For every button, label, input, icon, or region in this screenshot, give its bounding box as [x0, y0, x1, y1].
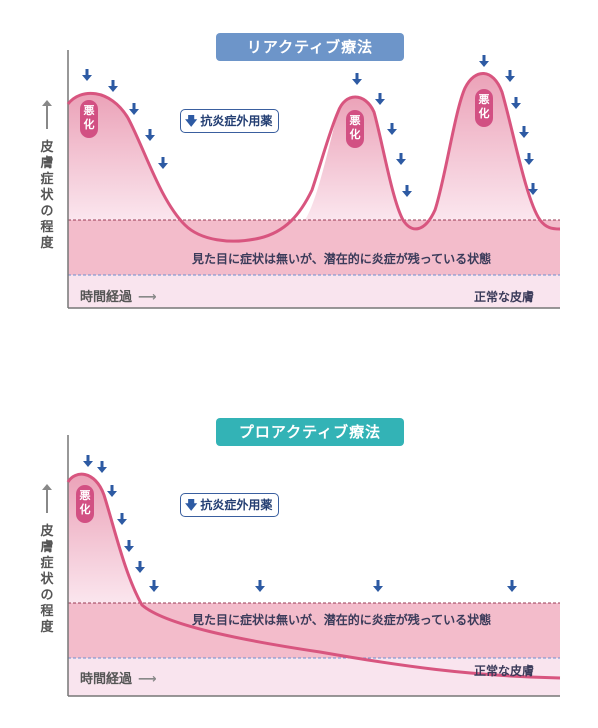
- flare-area: [305, 97, 403, 220]
- medication-legend: 🡇 抗炎症外用薬: [180, 493, 280, 517]
- down-arrow-icon: [396, 153, 406, 165]
- normal-skin-label: 正常な皮膚: [474, 290, 535, 304]
- normal-skin-label: 正常な皮膚: [474, 664, 535, 678]
- up-arrow-icon: [42, 100, 52, 134]
- symptom-curve: [66, 72, 561, 243]
- normal-skin-zone: [68, 275, 560, 308]
- time-axis-label: 時間経過 ⟶: [80, 672, 157, 687]
- proactive-title: プロアクティブ療法: [216, 418, 404, 446]
- latent-inflammation-label: 見た目に症状は無いが、潜在的に炎症が残っている状態: [192, 613, 492, 627]
- y-axis-label: 皮膚症状の程度: [40, 140, 54, 251]
- down-arrow-icon: [519, 126, 529, 138]
- down-arrow-icon: [511, 97, 521, 109]
- legend-label: 抗炎症外用薬: [200, 114, 273, 128]
- down-arrow-icon: [158, 157, 168, 169]
- latent-inflammation-label: 見た目に症状は無いが、潜在的に炎症が残っている状態: [192, 252, 492, 266]
- right-arrow-icon: ⟶: [138, 672, 157, 687]
- down-arrow-icon: [352, 73, 362, 85]
- time-axis-label: 時間経過 ⟶: [80, 290, 157, 305]
- down-arrow-icon: [97, 461, 107, 473]
- down-arrow-icon: [507, 580, 517, 592]
- down-arrow-icon: [373, 580, 383, 592]
- down-arrow-icon: [375, 93, 385, 105]
- flare-badge: 悪化: [346, 110, 364, 148]
- down-arrow-icon: [505, 70, 515, 82]
- flare-area: [430, 73, 540, 220]
- down-arrow-icon: [135, 561, 145, 573]
- right-arrow-icon: ⟶: [138, 290, 157, 305]
- down-arrow-icon: [149, 580, 159, 592]
- latent-inflammation-band: [68, 220, 560, 275]
- y-axis-label: 皮膚症状の程度: [40, 524, 54, 635]
- down-arrow-icon: 🡇: [185, 114, 198, 128]
- flare-badge: 悪化: [80, 100, 98, 138]
- reactive-chart: [66, 50, 561, 309]
- reactive-title: リアクティブ療法: [216, 33, 404, 61]
- flare-badge: 悪化: [475, 89, 493, 127]
- up-arrow-icon: [42, 484, 52, 518]
- down-arrow-icon: [82, 69, 92, 81]
- down-arrow-icon: [107, 485, 117, 497]
- reactive-therapy-panel: リアクティブ療法 皮膚症状の程度 🡇 抗炎症外用薬 悪化 悪化 悪化 見た目に症状…: [0, 0, 598, 340]
- down-arrow-icon: [124, 540, 134, 552]
- down-arrow-icon: [479, 55, 489, 67]
- down-arrow-icon: [524, 153, 534, 165]
- legend-label: 抗炎症外用薬: [200, 498, 273, 512]
- symptom-curve: [66, 472, 561, 680]
- down-arrow-icon: [145, 129, 155, 141]
- medication-arrows: [82, 55, 538, 197]
- down-arrow-icon: 🡇: [185, 498, 198, 512]
- medication-arrows: [83, 455, 517, 592]
- down-arrow-icon: [108, 80, 118, 92]
- normal-skin-zone: [68, 658, 560, 696]
- flare-badge: 悪化: [76, 485, 94, 523]
- down-arrow-icon: [83, 455, 93, 467]
- down-arrow-icon: [117, 513, 127, 525]
- down-arrow-icon: [528, 183, 538, 195]
- down-arrow-icon: [387, 123, 397, 135]
- medication-legend: 🡇 抗炎症外用薬: [180, 109, 280, 133]
- down-arrow-icon: [129, 103, 139, 115]
- proactive-chart: [66, 435, 561, 697]
- down-arrow-icon: [255, 580, 265, 592]
- down-arrow-icon: [402, 185, 412, 197]
- proactive-therapy-panel: プロアクティブ療法 皮膚症状の程度 🡇 抗炎症外用薬 悪化 見た目に症状は無いが、…: [0, 400, 598, 720]
